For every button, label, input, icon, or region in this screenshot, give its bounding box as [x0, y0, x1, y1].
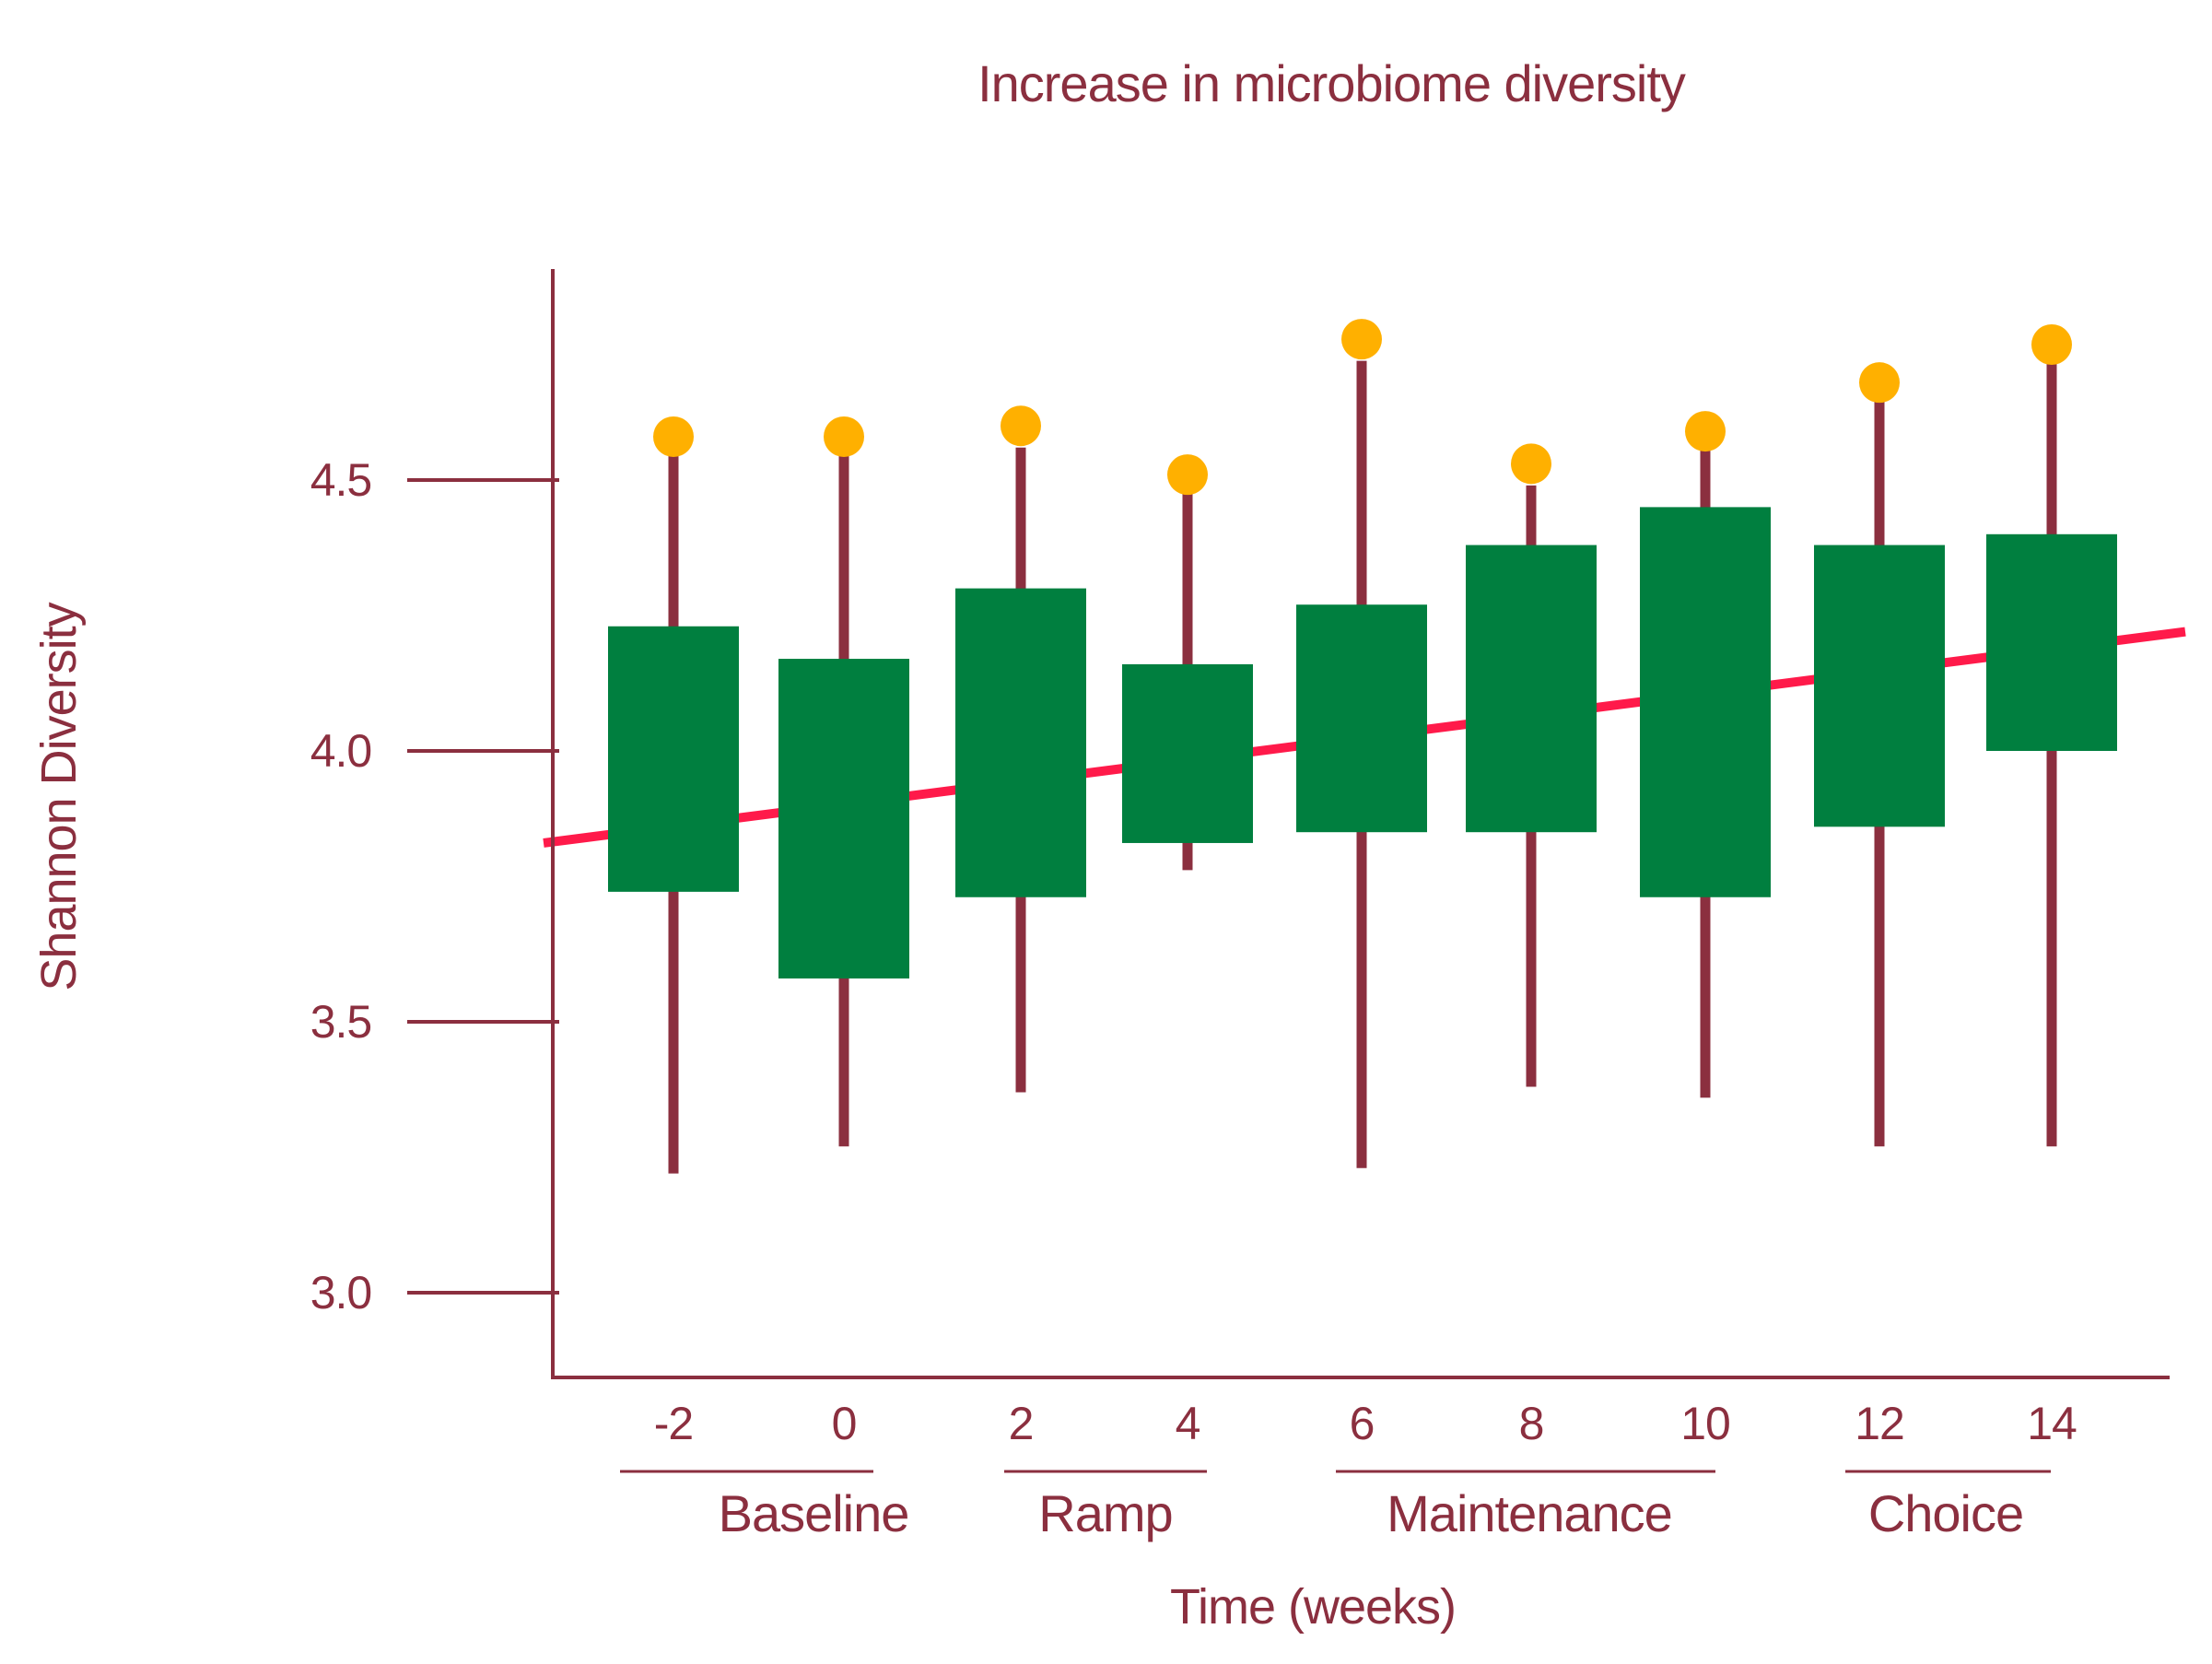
group-label: Choice: [1868, 1484, 2023, 1542]
x-tick-label: 12: [1855, 1398, 1904, 1449]
box: [1986, 533, 2117, 751]
outlier-point: [2031, 324, 2072, 365]
x-axis-label: Time (weeks): [1170, 1579, 1456, 1635]
outlier-point: [1001, 405, 1041, 447]
outlier-point: [1685, 411, 1726, 452]
box: [955, 588, 1086, 897]
x-tick-label: 2: [1009, 1398, 1034, 1449]
y-tick-label: 4.0: [310, 725, 372, 777]
box: [1466, 545, 1597, 833]
outlier-point: [1511, 443, 1551, 485]
group-label: Baseline: [719, 1484, 909, 1542]
x-tick-label: -2: [654, 1398, 693, 1449]
y-tick-label: 3.0: [310, 1267, 372, 1318]
outlier-point: [1341, 319, 1382, 360]
chart-title: Increase in microbiome diversity: [977, 54, 1686, 112]
labels-layer: 3.0 3.5 4.0 4.5 -2 0 2 4 6 8 10 12 14 Baseline Ramp Mai…: [310, 454, 2077, 1542]
box: [778, 659, 909, 978]
box: [1296, 604, 1427, 833]
x-tick-label: 4: [1176, 1398, 1200, 1449]
box: [1122, 663, 1253, 843]
axes-layer: [407, 269, 2170, 1379]
boxes-layer: [608, 507, 2117, 978]
box: [608, 626, 739, 892]
box: [1640, 507, 1771, 897]
outliers-layer: [653, 319, 2072, 496]
outlier-point: [1859, 362, 1900, 404]
outlier-point: [1167, 454, 1208, 496]
y-axis-label: Shannon Diversity: [31, 602, 87, 990]
outlier-point: [653, 416, 694, 457]
x-tick-label: 10: [1680, 1398, 1730, 1449]
group-label: Maintenance: [1387, 1484, 1672, 1542]
x-tick-label: 0: [832, 1398, 857, 1449]
x-tick-label: 14: [2027, 1398, 2077, 1449]
box: [1814, 545, 1945, 827]
x-tick-label: 8: [1519, 1398, 1544, 1449]
outlier-point: [824, 416, 864, 457]
group-label: Ramp: [1038, 1484, 1172, 1542]
y-tick-label: 3.5: [310, 996, 372, 1048]
x-tick-label: 6: [1350, 1398, 1375, 1449]
y-tick-label: 4.5: [310, 454, 372, 506]
